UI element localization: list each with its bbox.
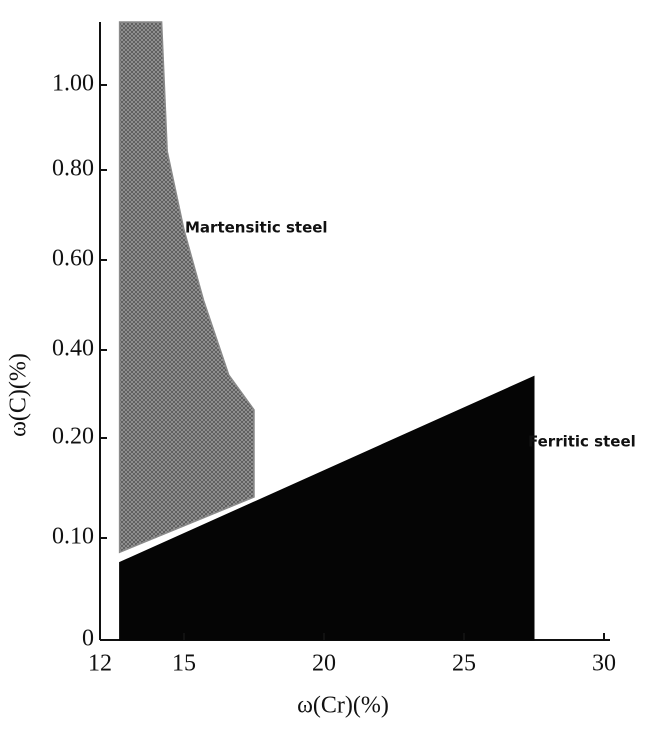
region-label: Ferritic steel <box>528 433 636 451</box>
x-tick-label: 12 <box>88 651 112 677</box>
region <box>118 21 255 554</box>
x-tick-label: 30 <box>592 651 616 677</box>
y-tick-label: 0.40 <box>52 336 94 362</box>
y-axis-title: ω(C)(%) <box>6 353 32 437</box>
y-tick-label: 1.00 <box>52 71 94 97</box>
region <box>119 375 535 641</box>
y-tick-label: 0.80 <box>52 156 94 182</box>
x-axis-title: ω(Cr)(%) <box>297 693 389 719</box>
y-tick-label: 0.10 <box>52 524 94 550</box>
y-tick-label: 0.20 <box>52 424 94 450</box>
x-tick-label: 25 <box>452 651 476 677</box>
x-tick-label: 20 <box>312 651 336 677</box>
y-tick-label: 0 <box>82 626 94 652</box>
y-tick-label: 0.60 <box>52 246 94 272</box>
x-tick-label: 15 <box>172 651 196 677</box>
region-label: Martensitic steel <box>185 219 328 237</box>
